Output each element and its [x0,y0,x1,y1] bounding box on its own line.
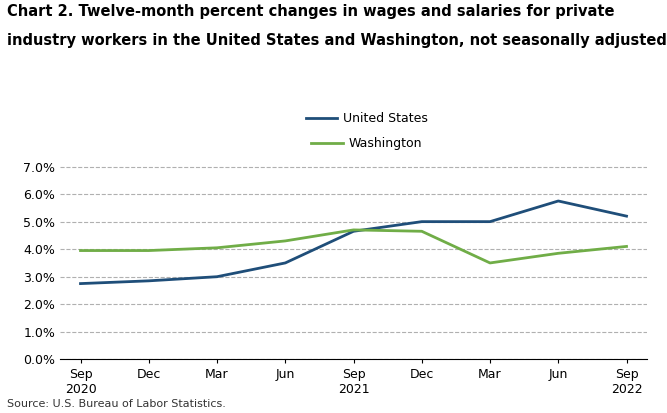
Legend: Washington: Washington [306,132,428,155]
Text: industry workers in the United States and Washington, not seasonally adjusted: industry workers in the United States an… [7,33,666,48]
Legend: United States: United States [301,107,433,131]
Text: Source: U.S. Bureau of Labor Statistics.: Source: U.S. Bureau of Labor Statistics. [7,399,225,409]
Text: Chart 2. Twelve-month percent changes in wages and salaries for private: Chart 2. Twelve-month percent changes in… [7,4,614,19]
